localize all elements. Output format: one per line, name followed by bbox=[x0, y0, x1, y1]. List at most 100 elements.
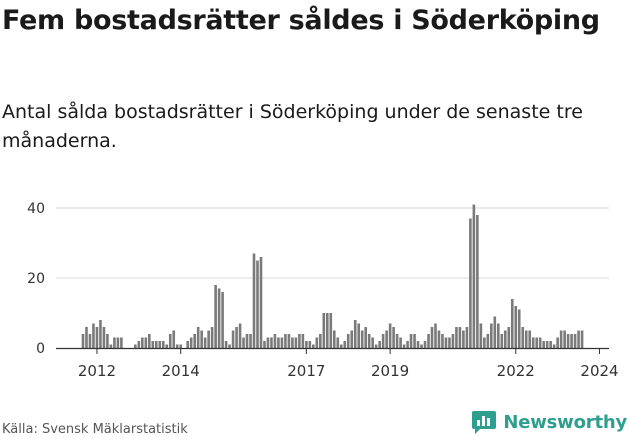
bar bbox=[322, 313, 326, 348]
bar bbox=[287, 334, 291, 348]
bar bbox=[312, 344, 315, 348]
bar bbox=[552, 344, 556, 348]
bar bbox=[280, 337, 284, 348]
bar bbox=[406, 341, 409, 348]
bar bbox=[507, 327, 511, 348]
bar bbox=[399, 337, 402, 348]
bar bbox=[517, 309, 521, 348]
bar bbox=[85, 327, 88, 348]
bar bbox=[207, 330, 210, 348]
bar bbox=[270, 337, 273, 348]
bar bbox=[538, 337, 542, 348]
bar bbox=[371, 337, 374, 348]
source-note: Källa: Svensk Mäklarstatistik bbox=[2, 422, 188, 437]
bar bbox=[284, 334, 287, 348]
bar bbox=[315, 337, 319, 348]
bar bbox=[542, 341, 545, 348]
bar bbox=[510, 299, 514, 348]
bar bbox=[228, 344, 231, 348]
bar bbox=[556, 337, 559, 348]
newsworthy-logo-icon bbox=[472, 411, 497, 434]
bar bbox=[497, 323, 500, 348]
annotations: 5 bbox=[593, 190, 603, 194]
bar bbox=[266, 337, 270, 348]
bar bbox=[298, 334, 301, 348]
x-axis-ticks: 2012 2014 2017 2019 2022 2024 bbox=[78, 348, 619, 380]
bar bbox=[535, 337, 538, 348]
bar bbox=[343, 341, 347, 348]
x-tick-label: 2014 bbox=[162, 362, 200, 380]
y-axis-ticks: 0 20 40 bbox=[27, 201, 45, 357]
bar bbox=[353, 320, 357, 348]
bar bbox=[476, 215, 479, 348]
bar bbox=[580, 330, 584, 348]
bar bbox=[514, 306, 518, 348]
bar bbox=[116, 337, 120, 348]
bar bbox=[374, 344, 378, 348]
bar bbox=[193, 334, 196, 348]
bar bbox=[144, 337, 148, 348]
brand-name: Newsworthy bbox=[503, 411, 627, 433]
bar bbox=[367, 334, 371, 348]
x-tick-label: 2022 bbox=[497, 362, 535, 380]
bar bbox=[134, 344, 137, 348]
bar bbox=[165, 344, 169, 348]
bar bbox=[392, 327, 395, 348]
bar bbox=[364, 327, 367, 348]
bar bbox=[214, 285, 217, 348]
x-tick-label: 2019 bbox=[371, 362, 409, 380]
bar bbox=[99, 320, 102, 348]
bar bbox=[451, 334, 455, 348]
bar bbox=[231, 330, 235, 348]
bar bbox=[420, 344, 423, 348]
brand-logo: Newsworthy bbox=[471, 408, 627, 436]
bar bbox=[500, 334, 504, 348]
bar bbox=[357, 323, 361, 348]
bar bbox=[137, 341, 141, 348]
gridlines bbox=[56, 207, 609, 279]
bar bbox=[113, 337, 116, 348]
bar bbox=[339, 344, 343, 348]
bar bbox=[196, 327, 200, 348]
bar bbox=[95, 327, 99, 348]
bar bbox=[186, 341, 189, 348]
bar bbox=[469, 218, 472, 348]
bar bbox=[175, 344, 179, 348]
bar bbox=[326, 313, 329, 348]
bar bbox=[577, 330, 580, 348]
bar bbox=[203, 337, 207, 348]
bar bbox=[252, 253, 256, 348]
bar bbox=[360, 330, 364, 348]
bar bbox=[221, 292, 224, 348]
bar bbox=[409, 334, 413, 348]
bar bbox=[441, 334, 444, 348]
bar bbox=[256, 260, 259, 348]
bar bbox=[549, 341, 552, 348]
bar bbox=[448, 337, 451, 348]
bar bbox=[472, 204, 476, 348]
bar-chart: 0 20 40 2012 2014 2017 2019 2022 2024 5 bbox=[27, 190, 619, 380]
bar bbox=[493, 316, 497, 348]
bar bbox=[416, 341, 420, 348]
bar bbox=[437, 330, 441, 348]
bar bbox=[458, 327, 462, 348]
y-tick-label: 40 bbox=[27, 201, 45, 217]
bar bbox=[486, 334, 490, 348]
bars bbox=[81, 204, 584, 348]
bar bbox=[381, 334, 385, 348]
bar bbox=[210, 327, 214, 348]
bar bbox=[259, 257, 263, 348]
bar bbox=[545, 341, 549, 348]
bar bbox=[430, 327, 434, 348]
bar bbox=[455, 327, 458, 348]
y-tick-label: 20 bbox=[27, 271, 45, 287]
bar bbox=[479, 323, 483, 348]
bar bbox=[263, 341, 266, 348]
bar bbox=[465, 327, 469, 348]
bar bbox=[350, 330, 354, 348]
bar bbox=[385, 330, 388, 348]
x-tick-label: 2012 bbox=[78, 362, 116, 380]
bar bbox=[235, 327, 238, 348]
bar bbox=[224, 341, 228, 348]
bar bbox=[148, 334, 151, 348]
